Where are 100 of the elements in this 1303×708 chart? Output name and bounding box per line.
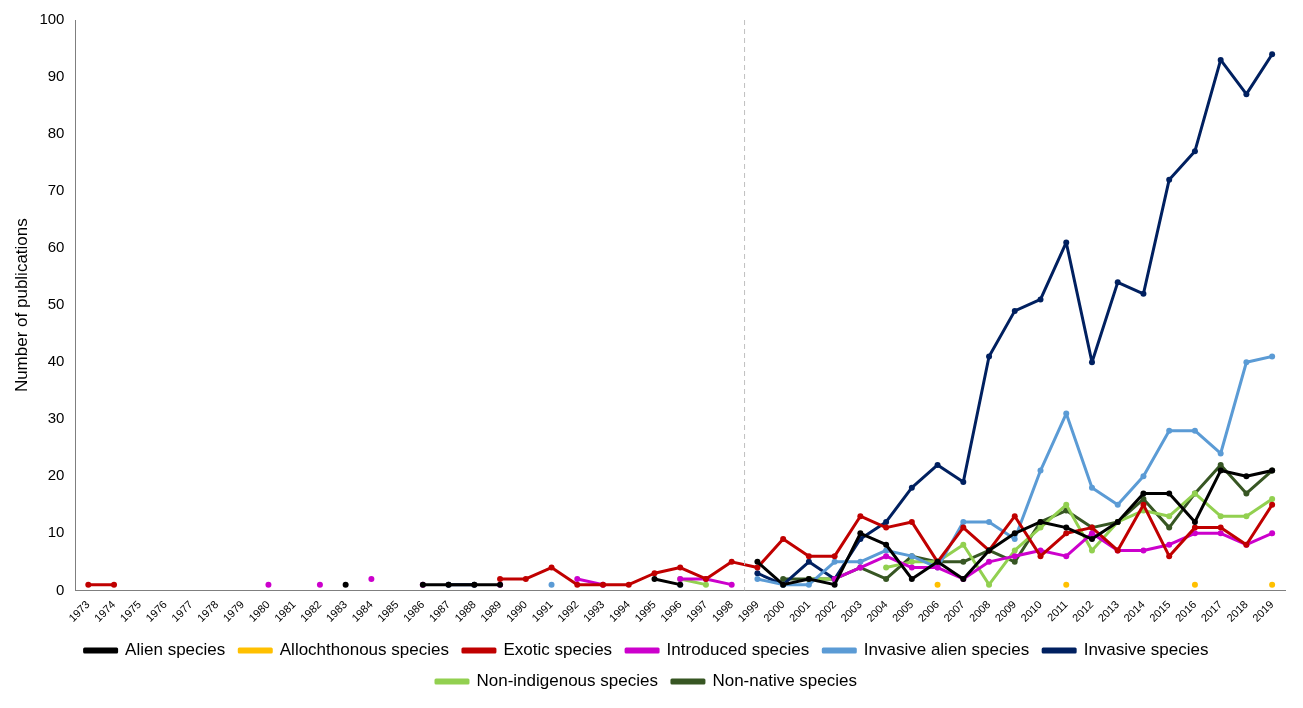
point xyxy=(1063,553,1070,560)
point xyxy=(1166,553,1173,560)
point xyxy=(1217,530,1224,537)
point xyxy=(728,581,735,588)
point xyxy=(883,553,890,560)
point xyxy=(1037,296,1044,303)
point xyxy=(574,581,581,588)
point xyxy=(85,581,92,588)
point xyxy=(316,581,323,588)
point xyxy=(1114,501,1121,508)
point xyxy=(1063,530,1070,537)
point xyxy=(1217,450,1224,457)
point xyxy=(960,541,967,548)
y-tick-label: 10 xyxy=(47,523,65,541)
point xyxy=(1063,501,1070,508)
y-axis-title: Number of publications xyxy=(11,218,31,393)
point xyxy=(986,581,993,588)
point xyxy=(1166,490,1173,497)
point xyxy=(1011,558,1018,565)
y-tick-label: 0 xyxy=(56,580,65,598)
point xyxy=(1191,427,1198,434)
legend-label: Non-native species xyxy=(712,671,858,691)
point xyxy=(831,581,838,588)
point xyxy=(548,564,555,571)
point xyxy=(1269,501,1276,508)
point xyxy=(1088,359,1095,366)
point xyxy=(908,575,915,582)
point xyxy=(1088,530,1095,537)
point xyxy=(1191,148,1198,155)
point xyxy=(1140,473,1147,480)
point xyxy=(908,484,915,491)
point xyxy=(1191,518,1198,525)
y-tick-label: 70 xyxy=(47,181,65,199)
point xyxy=(497,575,504,582)
point xyxy=(908,518,915,525)
point xyxy=(960,524,967,531)
point xyxy=(1217,467,1224,474)
point xyxy=(1217,56,1224,63)
point xyxy=(1166,524,1173,531)
point xyxy=(1166,427,1173,434)
point xyxy=(1011,547,1018,554)
y-tick-label: 20 xyxy=(47,466,65,484)
y-tick-label: 60 xyxy=(47,238,65,256)
point xyxy=(1011,513,1018,520)
point xyxy=(986,518,993,525)
point xyxy=(548,581,555,588)
point xyxy=(1140,290,1147,297)
point xyxy=(1243,513,1250,520)
point xyxy=(883,575,890,582)
point xyxy=(831,558,838,565)
point xyxy=(1011,536,1018,543)
point xyxy=(780,575,787,582)
point xyxy=(1140,490,1147,497)
point xyxy=(1088,484,1095,491)
point xyxy=(651,570,658,577)
point xyxy=(1037,524,1044,531)
point xyxy=(1269,353,1276,360)
point xyxy=(780,536,787,543)
point xyxy=(342,581,349,588)
legend-label: Invasive alien species xyxy=(863,640,1030,660)
point xyxy=(960,478,967,485)
point xyxy=(960,558,967,565)
point xyxy=(805,558,812,565)
point xyxy=(1063,524,1070,531)
point xyxy=(1088,536,1095,543)
point xyxy=(934,581,941,588)
point xyxy=(1191,581,1198,588)
point xyxy=(831,553,838,560)
y-tick-label: 90 xyxy=(47,67,65,85)
point xyxy=(574,575,581,582)
point xyxy=(754,558,761,565)
point xyxy=(1243,91,1250,98)
point xyxy=(908,558,915,565)
point xyxy=(1269,530,1276,537)
point xyxy=(883,541,890,548)
point xyxy=(1217,513,1224,520)
legend-label: Allochthonous species xyxy=(279,640,449,660)
y-tick-label: 40 xyxy=(47,352,65,370)
point xyxy=(1088,547,1095,554)
point xyxy=(651,575,658,582)
point xyxy=(883,518,890,525)
point xyxy=(1269,496,1276,503)
point xyxy=(625,581,632,588)
point xyxy=(805,581,812,588)
point xyxy=(1243,359,1250,366)
point xyxy=(960,518,967,525)
point xyxy=(754,575,761,582)
point xyxy=(1166,513,1173,520)
point xyxy=(908,564,915,571)
point xyxy=(1166,541,1173,548)
point xyxy=(986,558,993,565)
y-tick-label: 80 xyxy=(47,124,65,142)
point xyxy=(1140,547,1147,554)
point xyxy=(1037,553,1044,560)
point xyxy=(1063,239,1070,246)
point xyxy=(934,461,941,468)
point xyxy=(1243,490,1250,497)
point xyxy=(1191,524,1198,531)
point xyxy=(1011,530,1018,537)
point xyxy=(1243,473,1250,480)
